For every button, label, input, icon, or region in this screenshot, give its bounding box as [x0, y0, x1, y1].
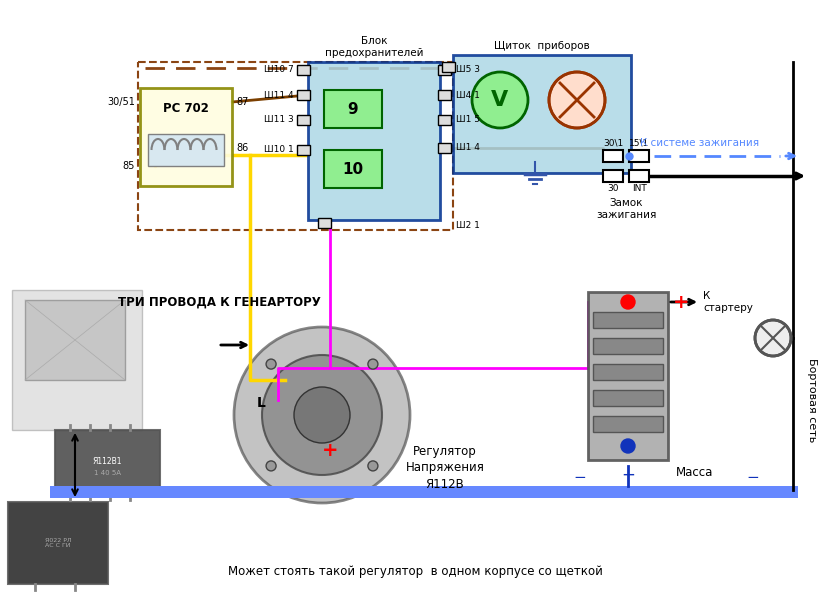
- Bar: [603, 150, 623, 162]
- Bar: [297, 90, 310, 100]
- Text: Ш4 1: Ш4 1: [456, 91, 480, 100]
- Bar: [308, 62, 440, 220]
- Text: Щиток  приборов: Щиток приборов: [494, 41, 590, 51]
- Text: 1 40 5А: 1 40 5А: [94, 470, 121, 476]
- Text: +: +: [673, 293, 690, 312]
- Bar: [8, 502, 108, 584]
- Text: Ш10 1: Ш10 1: [264, 146, 294, 155]
- Bar: [138, 62, 453, 230]
- Text: Замок
зажигания: Замок зажигания: [596, 198, 656, 220]
- Text: РС 702: РС 702: [163, 101, 209, 115]
- Text: 30\1: 30\1: [603, 139, 623, 148]
- Bar: [297, 145, 310, 155]
- Circle shape: [368, 461, 378, 471]
- Text: Блок
предохранителей: Блок предохранителей: [325, 36, 423, 58]
- Bar: [593, 312, 663, 328]
- Bar: [324, 150, 382, 188]
- Text: Ш11 4: Ш11 4: [264, 91, 294, 100]
- Text: Ш1 4: Ш1 4: [456, 143, 480, 152]
- Circle shape: [472, 72, 528, 128]
- Text: 30: 30: [608, 184, 618, 193]
- Text: К
стартеру: К стартеру: [703, 291, 753, 313]
- Bar: [629, 170, 649, 182]
- Bar: [593, 338, 663, 354]
- Text: Бортовая сеть: Бортовая сеть: [807, 358, 817, 442]
- Text: 15\1: 15\1: [628, 139, 649, 148]
- Circle shape: [621, 439, 635, 453]
- Bar: [438, 90, 451, 100]
- Text: 87: 87: [236, 97, 248, 107]
- Text: 85: 85: [122, 161, 135, 171]
- Bar: [453, 55, 631, 173]
- Bar: [297, 65, 310, 75]
- Text: К системе зажигания: К системе зажигания: [640, 138, 759, 148]
- Text: −: −: [574, 470, 587, 485]
- Text: 10: 10: [343, 162, 364, 177]
- Text: Может стоять такой регулятор  в одном корпусе со щеткой: Может стоять такой регулятор в одном кор…: [228, 565, 603, 578]
- Text: Ш11 3: Ш11 3: [264, 115, 294, 125]
- Bar: [588, 292, 668, 460]
- Bar: [50, 486, 798, 498]
- Text: Ш5 3: Ш5 3: [456, 66, 480, 75]
- Circle shape: [549, 72, 605, 128]
- Circle shape: [755, 320, 791, 356]
- Circle shape: [262, 355, 382, 475]
- Bar: [140, 88, 232, 186]
- Bar: [297, 115, 310, 125]
- Text: L: L: [257, 396, 266, 410]
- Bar: [438, 143, 451, 153]
- Bar: [593, 390, 663, 406]
- Text: Ш2 1: Ш2 1: [456, 220, 480, 229]
- Text: Масса: Масса: [676, 466, 714, 479]
- Text: Я112В1: Я112В1: [92, 457, 122, 466]
- Text: −: −: [621, 466, 635, 484]
- Circle shape: [266, 461, 276, 471]
- Text: INT: INT: [632, 184, 646, 193]
- Bar: [55, 430, 160, 495]
- Bar: [12, 290, 142, 430]
- Bar: [442, 62, 455, 72]
- Text: Я022 РЛ
АС С ГИ: Я022 РЛ АС С ГИ: [44, 538, 71, 549]
- Text: Регулятор
Напряжения
Я112В: Регулятор Напряжения Я112В: [406, 445, 484, 491]
- Circle shape: [368, 359, 378, 369]
- Bar: [148, 134, 224, 166]
- Circle shape: [621, 295, 635, 309]
- Bar: [603, 170, 623, 182]
- Bar: [438, 65, 451, 75]
- Text: +: +: [322, 441, 339, 460]
- Bar: [629, 150, 649, 162]
- Bar: [438, 115, 451, 125]
- Circle shape: [234, 327, 410, 503]
- Text: V: V: [491, 90, 509, 110]
- Bar: [25, 300, 125, 380]
- Bar: [324, 90, 382, 128]
- Text: −: −: [747, 470, 759, 485]
- Text: ТРИ ПРОВОДА К ГЕНЕАРТОРУ: ТРИ ПРОВОДА К ГЕНЕАРТОРУ: [118, 296, 321, 309]
- Text: 30/51: 30/51: [107, 97, 135, 107]
- Bar: [593, 416, 663, 432]
- Text: 86: 86: [236, 143, 248, 153]
- Text: Ш10 7: Ш10 7: [264, 66, 294, 75]
- Bar: [318, 218, 331, 228]
- Text: Ш1 5: Ш1 5: [456, 115, 480, 125]
- Circle shape: [266, 359, 276, 369]
- Bar: [593, 364, 663, 380]
- Text: 9: 9: [348, 101, 359, 116]
- Circle shape: [294, 387, 350, 443]
